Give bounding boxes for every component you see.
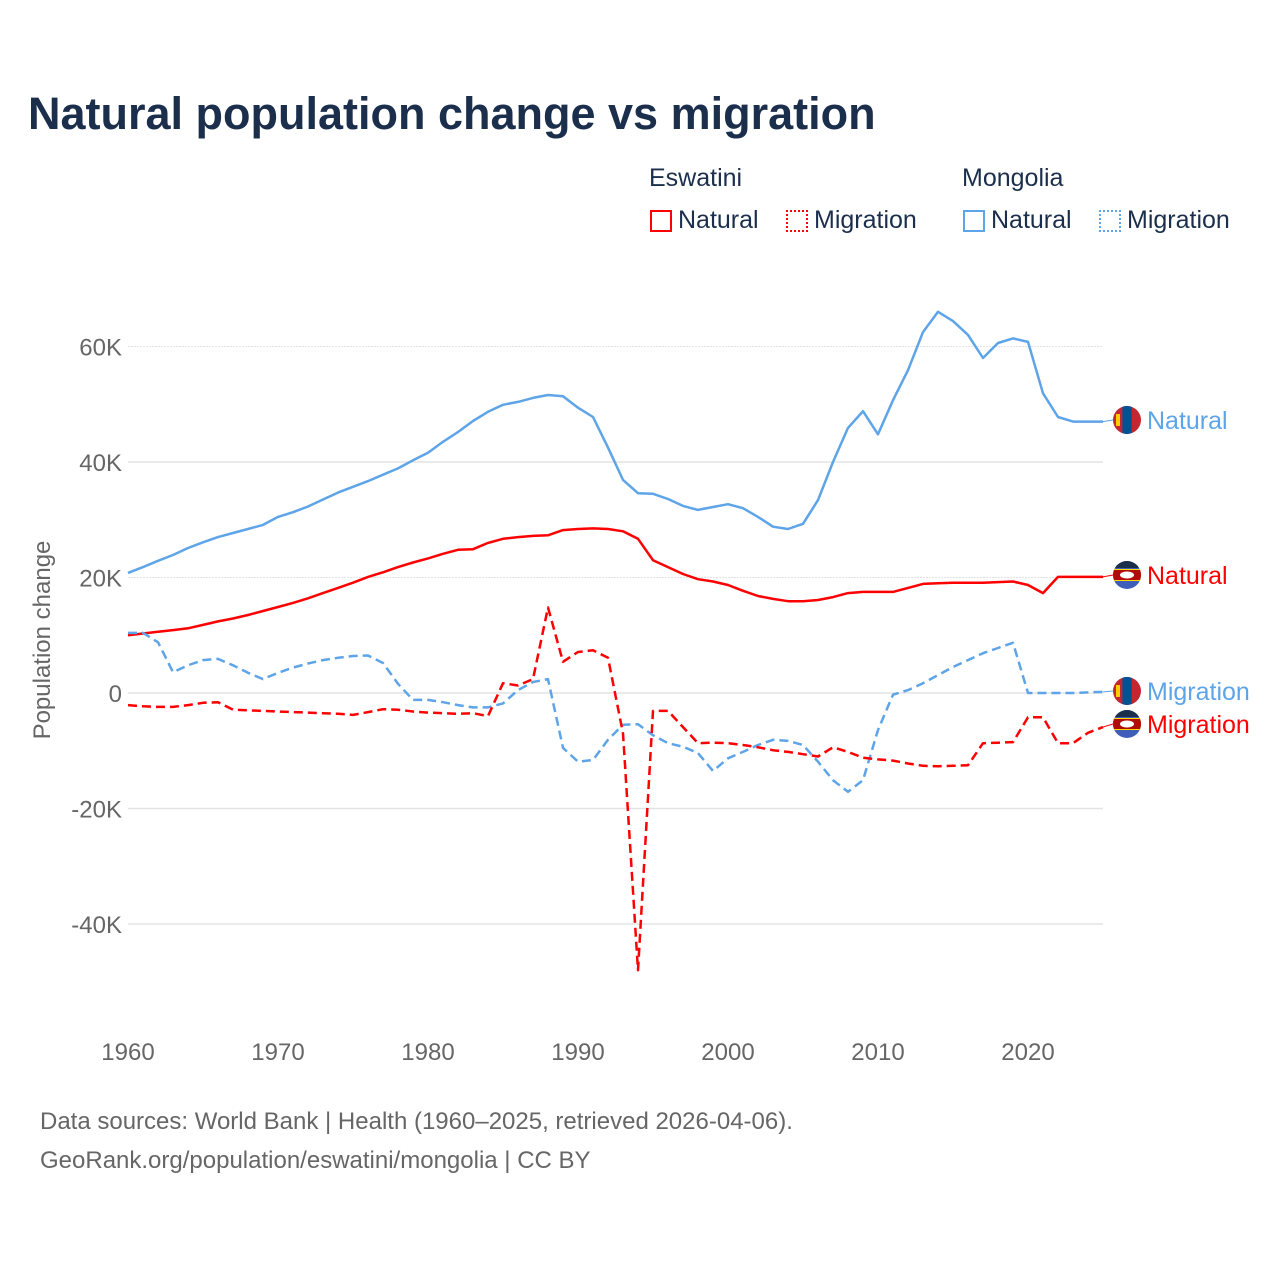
- eswatini-flag-icon: [1113, 710, 1141, 738]
- legend-label: Natural: [678, 206, 759, 234]
- x-tick-label: 2010: [851, 1039, 904, 1066]
- legend-eswatini-migration[interactable]: Migration: [786, 206, 917, 235]
- legend-mongolia-migration[interactable]: Migration: [1099, 206, 1230, 235]
- y-tick-label: 20K: [79, 566, 122, 593]
- label-connector: [1102, 574, 1114, 578]
- x-tick-label: 1970: [251, 1039, 304, 1066]
- solid-swatch-icon: [650, 209, 672, 232]
- eswatini-flag-icon: [1113, 561, 1141, 589]
- legend-mongolia-natural[interactable]: Natural: [963, 206, 1072, 235]
- legend-label: Migration: [1127, 206, 1230, 234]
- y-axis-title: Population change: [29, 541, 56, 740]
- y-tick-label: -40K: [71, 912, 122, 939]
- dotted-swatch-icon: [786, 209, 808, 232]
- end-label-eswatini-natural: Natural: [1147, 562, 1228, 590]
- end-label-eswatini-migration: Migration: [1147, 711, 1250, 739]
- y-tick-label: 40K: [79, 450, 122, 477]
- y-tick-label: 0: [109, 681, 122, 708]
- label-connector: [1102, 419, 1114, 423]
- legend-group-mongolia: Mongolia: [962, 164, 1064, 192]
- label-connector: [1102, 723, 1114, 728]
- dotted-swatch-icon: [1099, 209, 1121, 232]
- x-tick-label: 1960: [101, 1039, 154, 1066]
- mongolia-flag-icon: [1113, 677, 1141, 705]
- mongolia-flag-icon: [1113, 406, 1141, 434]
- x-tick-label: 1980: [401, 1039, 454, 1066]
- end-label-mongolia-migration: Migration: [1147, 678, 1250, 706]
- series-line-mongolia-natural: [127, 310, 1103, 575]
- end-label-mongolia-natural: Natural: [1147, 407, 1228, 435]
- series-line-mongolia-migration: [128, 631, 1104, 794]
- legend-label: Migration: [814, 206, 917, 234]
- x-tick-label: 2020: [1001, 1039, 1054, 1066]
- x-tick-label: 2000: [701, 1039, 754, 1066]
- legend-label: Natural: [991, 206, 1072, 234]
- series-line-eswatini-natural: [127, 527, 1103, 637]
- footer-sources: Data sources: World Bank | Health (1960–…: [40, 1108, 793, 1135]
- x-tick-label: 1990: [551, 1039, 604, 1066]
- y-tick-label: 60K: [79, 335, 122, 362]
- label-connector: [1102, 690, 1114, 693]
- legend-group-eswatini: Eswatini: [649, 164, 743, 192]
- y-tick-label: -20K: [71, 797, 122, 824]
- chart-title: Natural population change vs migration: [28, 88, 876, 139]
- legend-eswatini-natural[interactable]: Natural: [650, 206, 759, 235]
- solid-swatch-icon: [963, 209, 985, 232]
- footer-link[interactable]: GeoRank.org/population/eswatini/mongolia…: [40, 1147, 591, 1174]
- series-line-eswatini-migration: [127, 606, 1104, 972]
